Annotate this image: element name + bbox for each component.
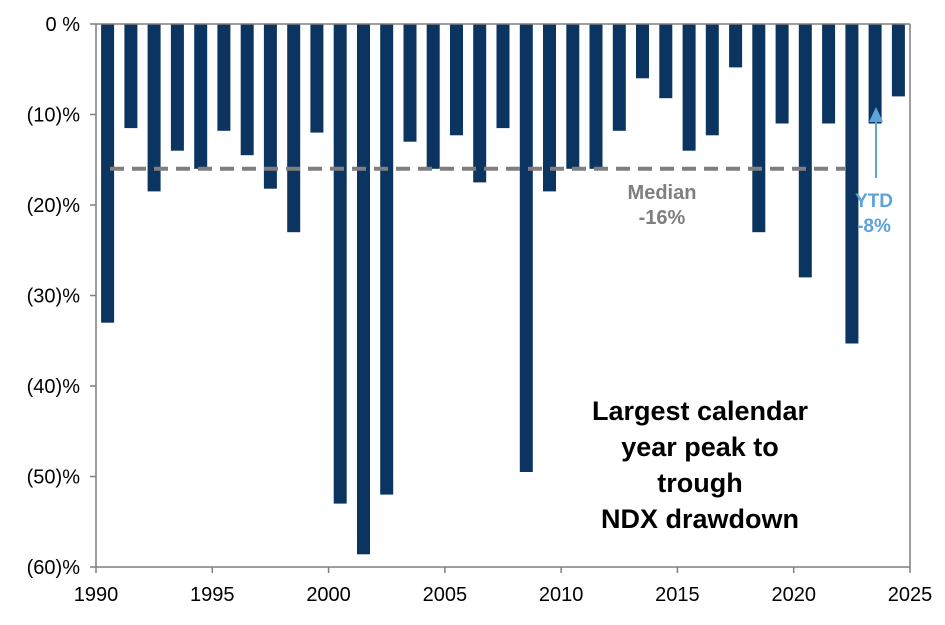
y-tick-label: (40)% (27, 376, 81, 398)
bar-1991 (124, 24, 138, 129)
bar-2005 (450, 24, 463, 136)
x-axis-ticks: 1990 1995 2000 2005 2010 2015 2020 2025 (74, 567, 933, 606)
bar-2020 (798, 24, 812, 278)
bar-2019 (775, 24, 789, 124)
bar-1996 (240, 24, 254, 156)
bar-2003 (403, 24, 417, 142)
bar-2010 (566, 24, 580, 169)
bar-2024 (891, 24, 905, 97)
bar-2006 (473, 24, 487, 183)
ytd-arrow-icon (869, 107, 883, 178)
bar-2009 (543, 24, 556, 192)
median-label: Median (628, 182, 697, 204)
annotation-line-2: year peak to (621, 432, 779, 462)
bar-1993 (170, 24, 184, 151)
y-tick-label: 0 % (46, 14, 81, 36)
bar-1994 (194, 24, 208, 169)
bar-2004 (426, 24, 440, 169)
median-value-label: -16% (639, 207, 686, 229)
bar-2008 (519, 24, 533, 472)
bar-2014 (659, 24, 673, 99)
bar-1998 (287, 24, 301, 233)
annotation-line-3: trough (657, 468, 742, 498)
annotation-line-1: Largest calendar (592, 396, 809, 426)
y-tick-label: (60)% (27, 557, 81, 579)
annotation-line-4: NDX drawdown (601, 504, 799, 534)
ytd-value-label: -8% (857, 216, 891, 237)
ytd-label: YTD (855, 191, 893, 212)
bar-2018 (752, 24, 766, 233)
bar-2021 (822, 24, 836, 124)
bar-1995 (217, 24, 231, 131)
bar-1992 (147, 24, 161, 192)
bar-2007 (496, 24, 510, 129)
x-tick-label: 2015 (655, 584, 700, 606)
x-tick-label: 1995 (190, 584, 235, 606)
bar-2022 (845, 24, 859, 344)
bar-2001 (357, 24, 370, 555)
bar-1997 (263, 24, 277, 189)
y-tick-label: (30)% (27, 286, 81, 308)
x-tick-label: 2010 (539, 584, 584, 606)
y-tick-label: (50)% (27, 467, 81, 489)
bar-2023 (868, 24, 882, 124)
x-tick-label: 2020 (771, 584, 816, 606)
x-tick-label: 2000 (306, 584, 351, 606)
x-tick-label: 1990 (74, 584, 119, 606)
y-axis-ticks: 0 % (10)% (20)% (30)% (40)% (50)% (60)% (27, 14, 96, 579)
bar-2015 (682, 24, 696, 151)
bar-1990 (101, 24, 115, 323)
bar-2011 (589, 24, 603, 169)
x-tick-label: 2025 (888, 584, 933, 606)
y-tick-label: (20)% (27, 195, 81, 217)
x-tick-label: 2005 (423, 584, 468, 606)
bar-2000 (333, 24, 347, 504)
bar-2002 (380, 24, 394, 495)
bar-1999 (310, 24, 324, 133)
bar-2017 (729, 24, 743, 68)
bar-2013 (636, 24, 649, 79)
bar-2016 (705, 24, 719, 136)
chart-annotation-box: Largest calendar year peak to trough NDX… (592, 396, 809, 534)
ytd-arrow-head (869, 107, 883, 122)
bar-2012 (612, 24, 626, 131)
y-tick-label: (10)% (27, 105, 81, 127)
bars-group (101, 24, 905, 555)
